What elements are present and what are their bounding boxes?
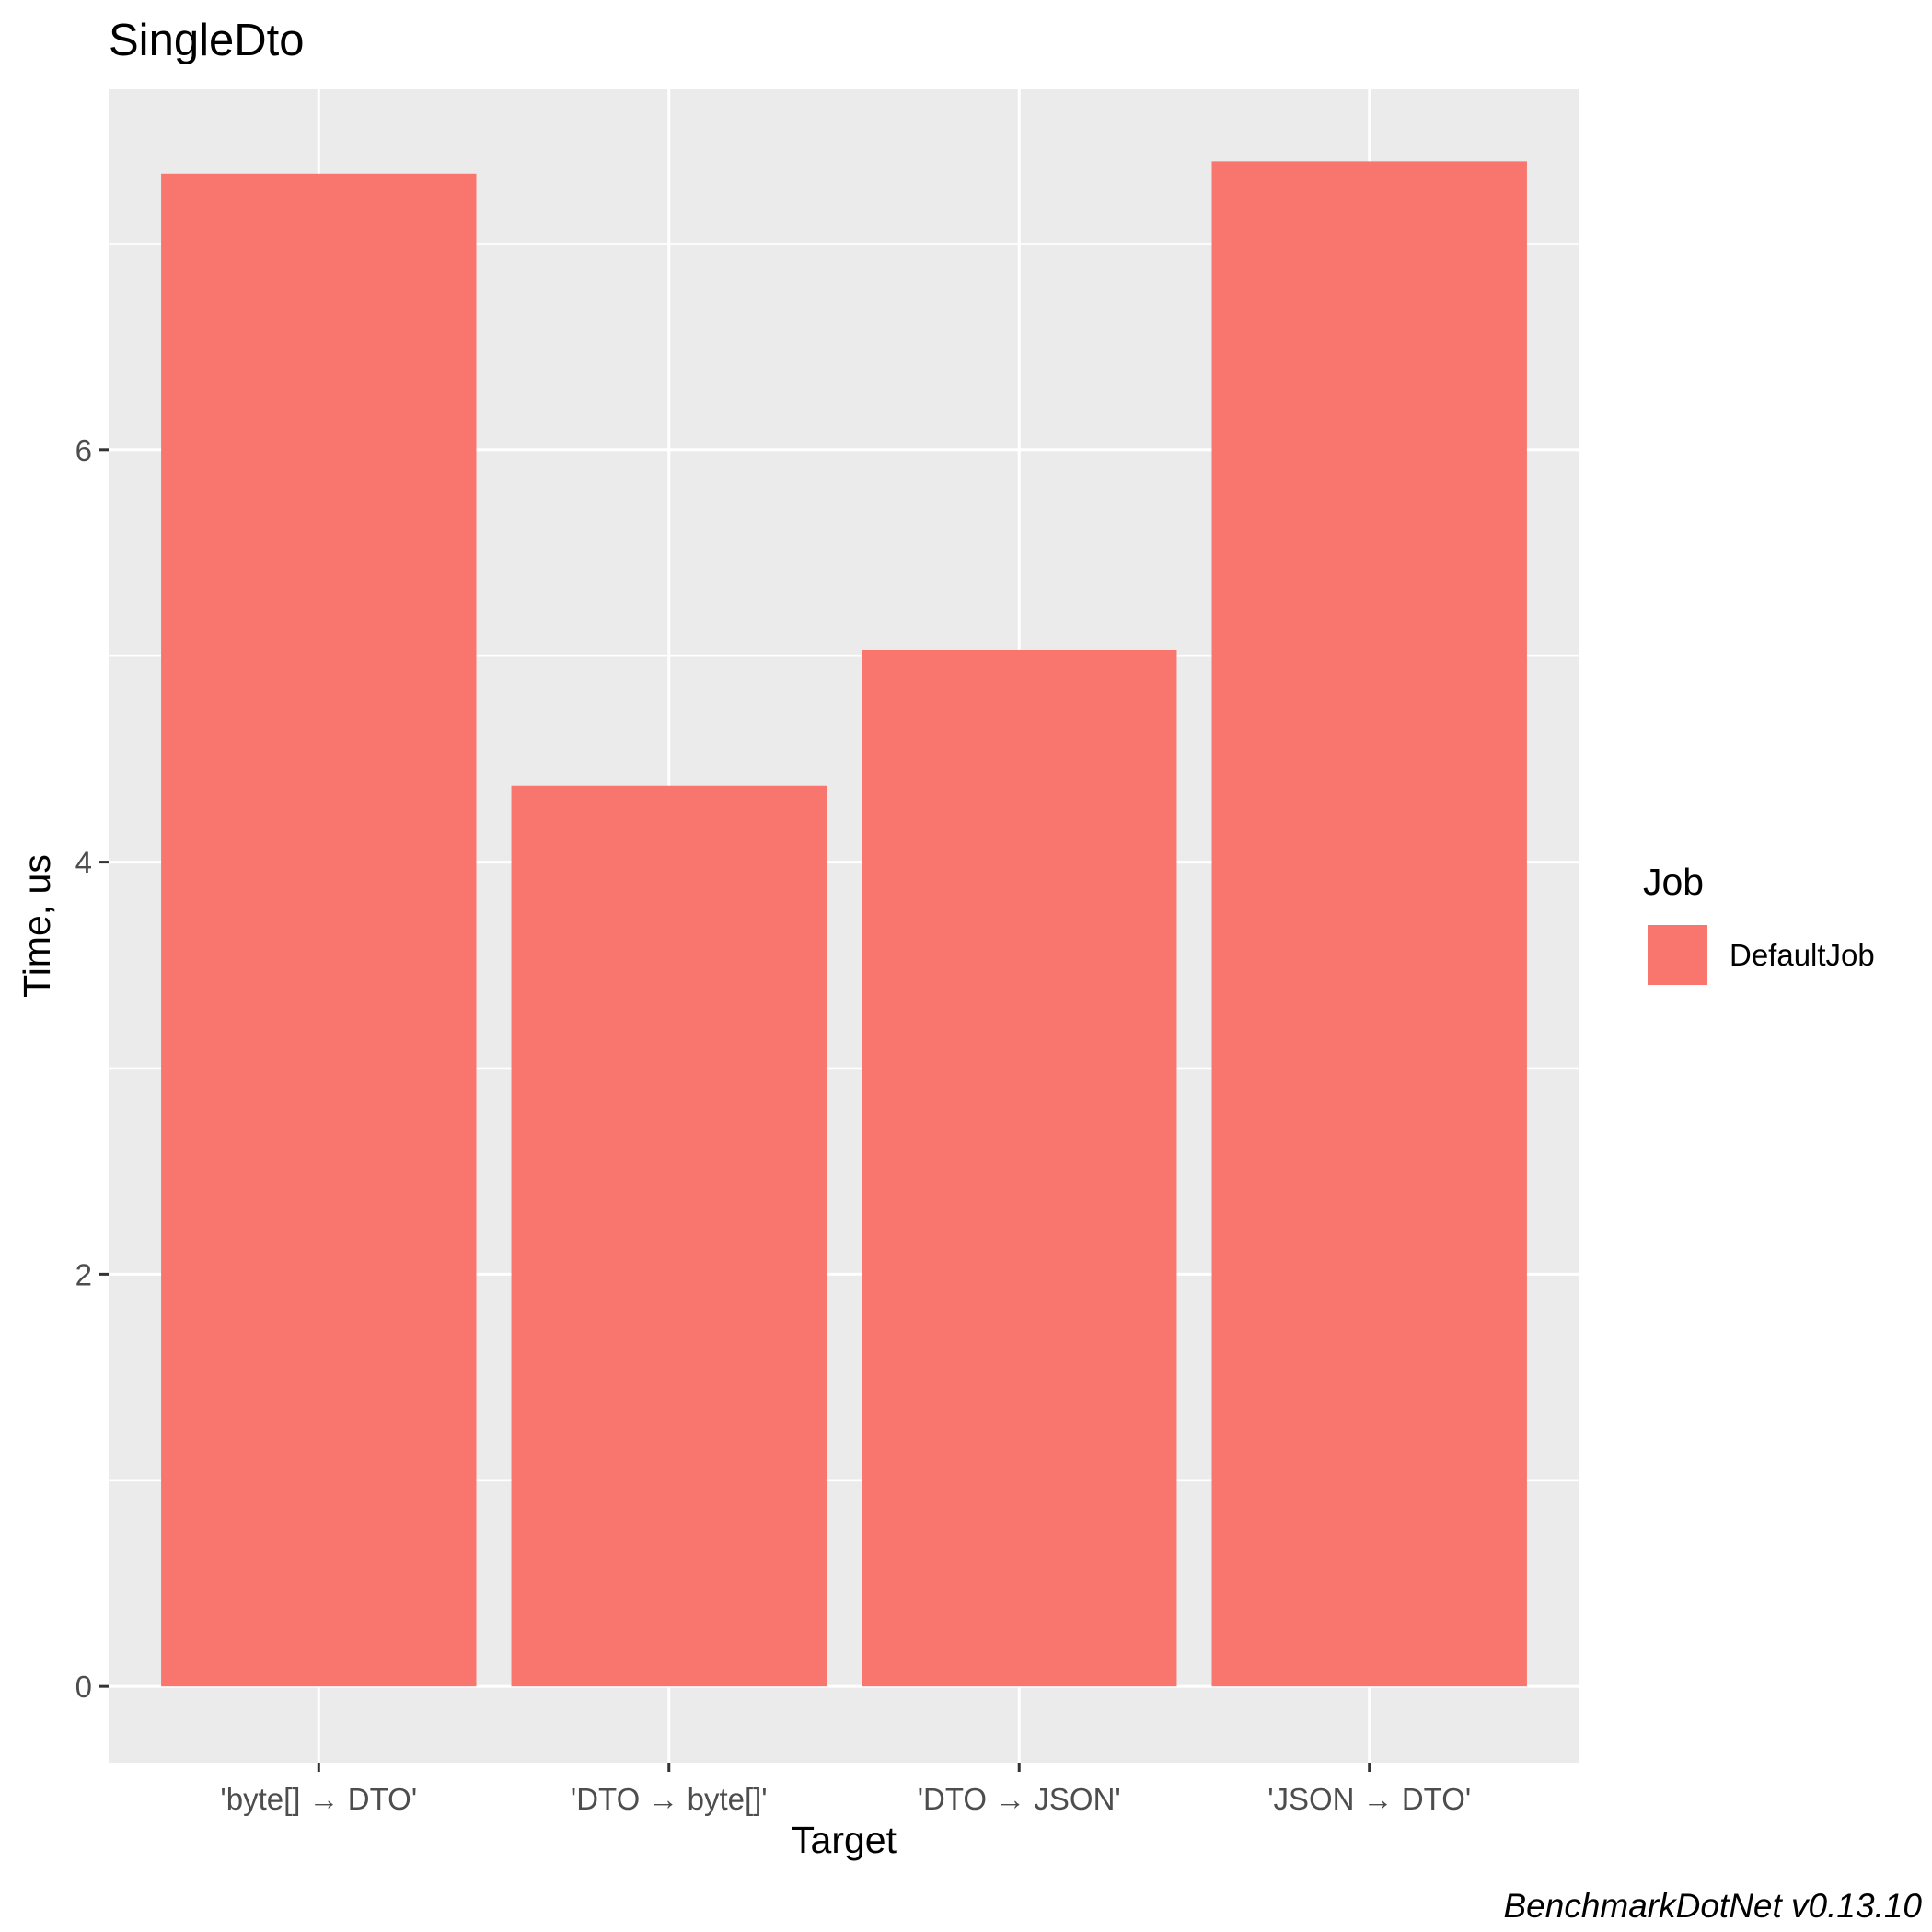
y-tick-label: 2 (75, 1257, 92, 1291)
x-tick-label: 'DTO → byte[]' (571, 1782, 768, 1816)
chart-title: SingleDto (109, 16, 304, 65)
x-axis: 'byte[] → DTO' 'DTO → byte[]' 'DTO → JSON'… (220, 1763, 1471, 1816)
bar-0 (161, 173, 477, 1687)
y-tick-label: 4 (75, 846, 92, 880)
x-tick-label: 'JSON → DTO' (1267, 1782, 1471, 1816)
x-tick-label: 'DTO → JSON' (918, 1782, 1121, 1816)
y-tick-label: 6 (75, 434, 92, 468)
bar-2 (862, 649, 1177, 1687)
y-tick-label: 0 (75, 1670, 92, 1704)
y-axis: 0 2 4 6 (75, 434, 109, 1704)
x-tick-label: 'byte[] → DTO' (220, 1782, 417, 1816)
legend-item-label: DefaultJob (1730, 938, 1875, 972)
caption: BenchmarkDotNet v0.13.10 (1503, 1887, 1922, 1925)
legend: Job DefaultJob (1643, 861, 1875, 987)
bar-3 (1211, 161, 1527, 1687)
bar-1 (511, 785, 827, 1687)
bars (161, 161, 1527, 1687)
legend-key-swatch (1646, 923, 1709, 987)
x-axis-title: Target (792, 1819, 897, 1861)
legend-title: Job (1643, 861, 1704, 903)
y-axis-title: Time, us (16, 854, 58, 998)
